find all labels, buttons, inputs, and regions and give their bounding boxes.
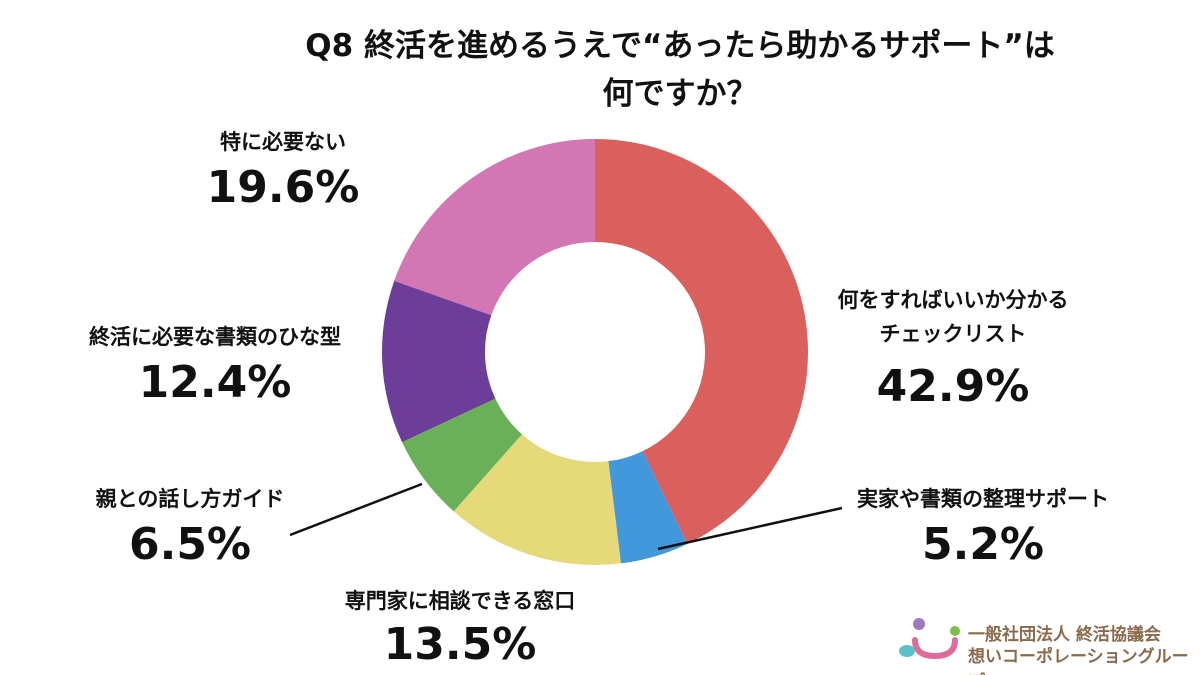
donut-slice bbox=[608, 451, 688, 564]
category-label: 特に必要ない bbox=[220, 130, 346, 154]
category-label: 終活に必要な書類のひな型 bbox=[89, 325, 341, 349]
donut-slice bbox=[595, 139, 809, 544]
value-label: 12.4% bbox=[138, 357, 292, 408]
donut-slice bbox=[453, 434, 622, 566]
logo-icon bbox=[899, 618, 960, 660]
logo-text: 想いコーポレーショングループ bbox=[968, 647, 1189, 675]
logo-dot bbox=[899, 645, 915, 657]
value-label: 13.5% bbox=[383, 619, 537, 670]
value-label: 42.9% bbox=[876, 361, 1030, 412]
category-label: 何をすればいいか分かるチェックリスト bbox=[837, 288, 1069, 346]
leader-line bbox=[289, 482, 423, 537]
category-label: 専門家に相談できる窓口 bbox=[344, 589, 576, 613]
logo-dot bbox=[950, 626, 960, 636]
value-label: 5.2% bbox=[921, 519, 1045, 570]
logo-dot bbox=[913, 618, 925, 630]
logo-text: 一般社団法人 終活協議会 bbox=[968, 625, 1161, 645]
leader-line bbox=[657, 506, 843, 551]
donut-slice bbox=[394, 139, 595, 316]
value-label: 6.5% bbox=[128, 519, 252, 570]
category-label: 実家や書類の整理サポート bbox=[857, 487, 1109, 511]
donut-slice bbox=[402, 398, 523, 512]
logo-curve bbox=[912, 637, 958, 660]
donut-slice bbox=[382, 280, 496, 443]
chart-title: Q8 終活を進めるうえで“あったら助かるサポート”は何ですか？ bbox=[305, 28, 1055, 112]
value-label: 19.6% bbox=[206, 162, 360, 213]
category-label: 親との話し方ガイド bbox=[95, 487, 285, 511]
